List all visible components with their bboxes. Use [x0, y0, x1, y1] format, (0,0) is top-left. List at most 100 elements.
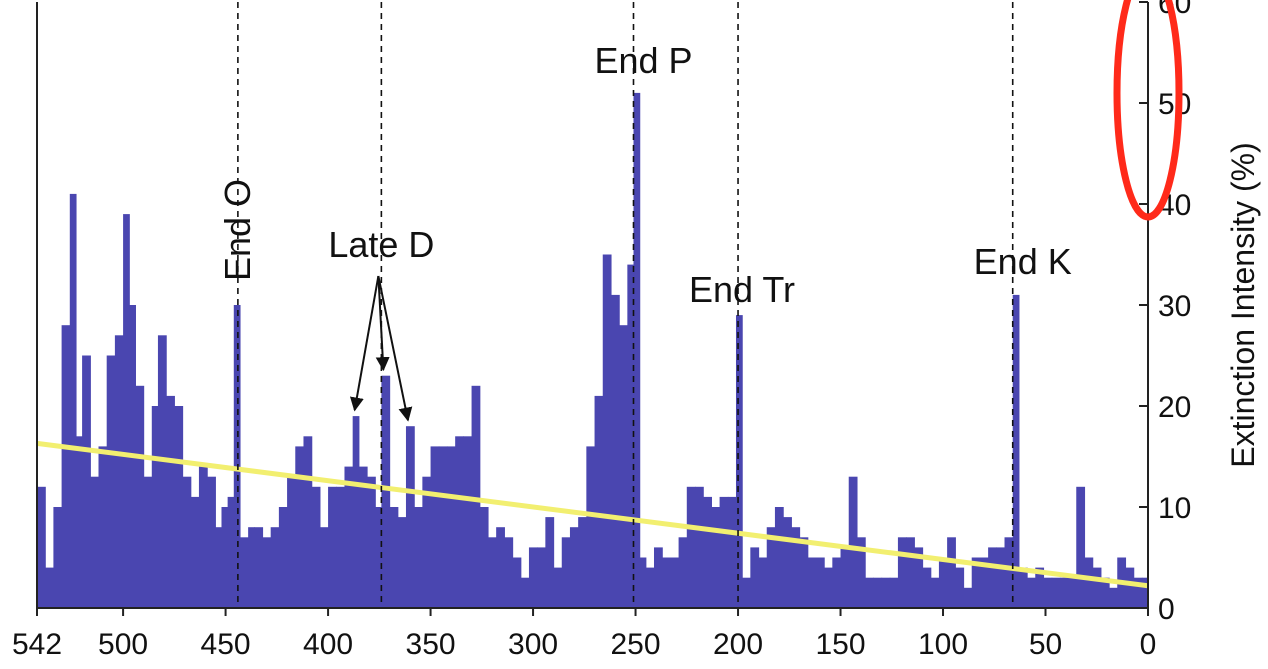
bar	[328, 486, 337, 608]
annotation-label: End K	[974, 241, 1072, 282]
bar	[988, 547, 997, 608]
bar	[414, 507, 423, 608]
bar	[791, 527, 801, 608]
bar	[151, 406, 159, 608]
y-tick-label: 10	[1158, 492, 1191, 525]
y-tick-label: 30	[1158, 290, 1191, 323]
bar	[881, 577, 891, 608]
bar	[446, 446, 456, 608]
bar	[262, 537, 272, 608]
bar	[358, 466, 368, 608]
bar	[856, 537, 866, 608]
bar	[182, 476, 192, 608]
bar	[662, 557, 671, 608]
bar	[248, 527, 255, 608]
annotation-arrow	[377, 275, 413, 422]
bar	[670, 557, 680, 608]
bar	[520, 577, 530, 608]
x-tick-label: 542	[12, 628, 62, 661]
y-tick-label: 0	[1158, 593, 1175, 626]
bar	[1068, 577, 1077, 608]
bar	[254, 527, 264, 608]
bar	[758, 557, 768, 608]
bar	[389, 507, 399, 608]
bar	[422, 476, 432, 608]
x-tick-label: 350	[406, 628, 456, 661]
bar	[1059, 577, 1069, 608]
bar	[694, 486, 704, 608]
bar	[198, 466, 208, 608]
bar	[873, 577, 883, 608]
bar	[889, 577, 899, 608]
bar	[207, 476, 216, 608]
bar	[906, 537, 915, 608]
bar	[239, 537, 249, 608]
bar	[157, 335, 167, 608]
bar	[586, 446, 596, 608]
x-tick-label: 500	[98, 628, 148, 661]
bar	[537, 547, 546, 608]
bar	[719, 496, 729, 608]
bar	[227, 496, 235, 608]
bar	[766, 527, 776, 608]
bar	[1004, 537, 1014, 608]
bar	[455, 436, 464, 608]
y-tick-label: 50	[1158, 88, 1191, 121]
bar	[545, 517, 555, 608]
bar	[865, 577, 874, 608]
bar	[75, 436, 83, 608]
bar	[174, 406, 184, 608]
bar	[512, 557, 522, 608]
bar	[528, 547, 538, 608]
bar	[367, 476, 376, 608]
bar	[1125, 567, 1135, 608]
bar	[807, 557, 817, 608]
bar	[98, 446, 108, 608]
bar	[53, 507, 63, 608]
bar	[938, 557, 948, 608]
bar	[487, 537, 497, 608]
bar	[1141, 577, 1149, 608]
bar	[735, 315, 743, 608]
bar	[914, 547, 924, 608]
bar	[381, 375, 391, 608]
bar	[848, 476, 858, 608]
bar	[979, 557, 989, 608]
bar	[703, 496, 712, 608]
bar	[783, 517, 792, 608]
bar	[727, 496, 737, 608]
bar	[82, 355, 91, 608]
bar	[947, 537, 956, 608]
bar	[594, 395, 604, 608]
bar	[627, 264, 635, 608]
annotation-label: Late D	[328, 224, 434, 265]
bar	[352, 416, 360, 608]
bar	[397, 517, 407, 608]
axes	[36, 1, 1149, 616]
bar	[578, 517, 587, 608]
bar	[1012, 294, 1020, 608]
bar	[471, 385, 481, 608]
event-lines	[237, 2, 1014, 608]
bar	[653, 547, 663, 608]
bar	[319, 527, 329, 608]
annotation-arrow	[349, 275, 380, 412]
bar	[815, 557, 825, 608]
bar	[553, 567, 563, 608]
annotation-label: End O	[217, 179, 258, 281]
bar	[971, 557, 981, 608]
bar	[1035, 567, 1045, 608]
bar	[824, 567, 833, 608]
bar	[106, 355, 116, 608]
annotation-label: End P	[594, 40, 692, 81]
bar	[61, 325, 71, 608]
event-annotations: End O Late D End P End Tr End K	[217, 40, 1072, 422]
bar	[463, 436, 473, 608]
bar	[639, 557, 647, 608]
bar	[504, 537, 514, 608]
x-tick-label: 50	[1029, 628, 1062, 661]
bar	[1092, 567, 1102, 608]
bar	[602, 254, 612, 608]
